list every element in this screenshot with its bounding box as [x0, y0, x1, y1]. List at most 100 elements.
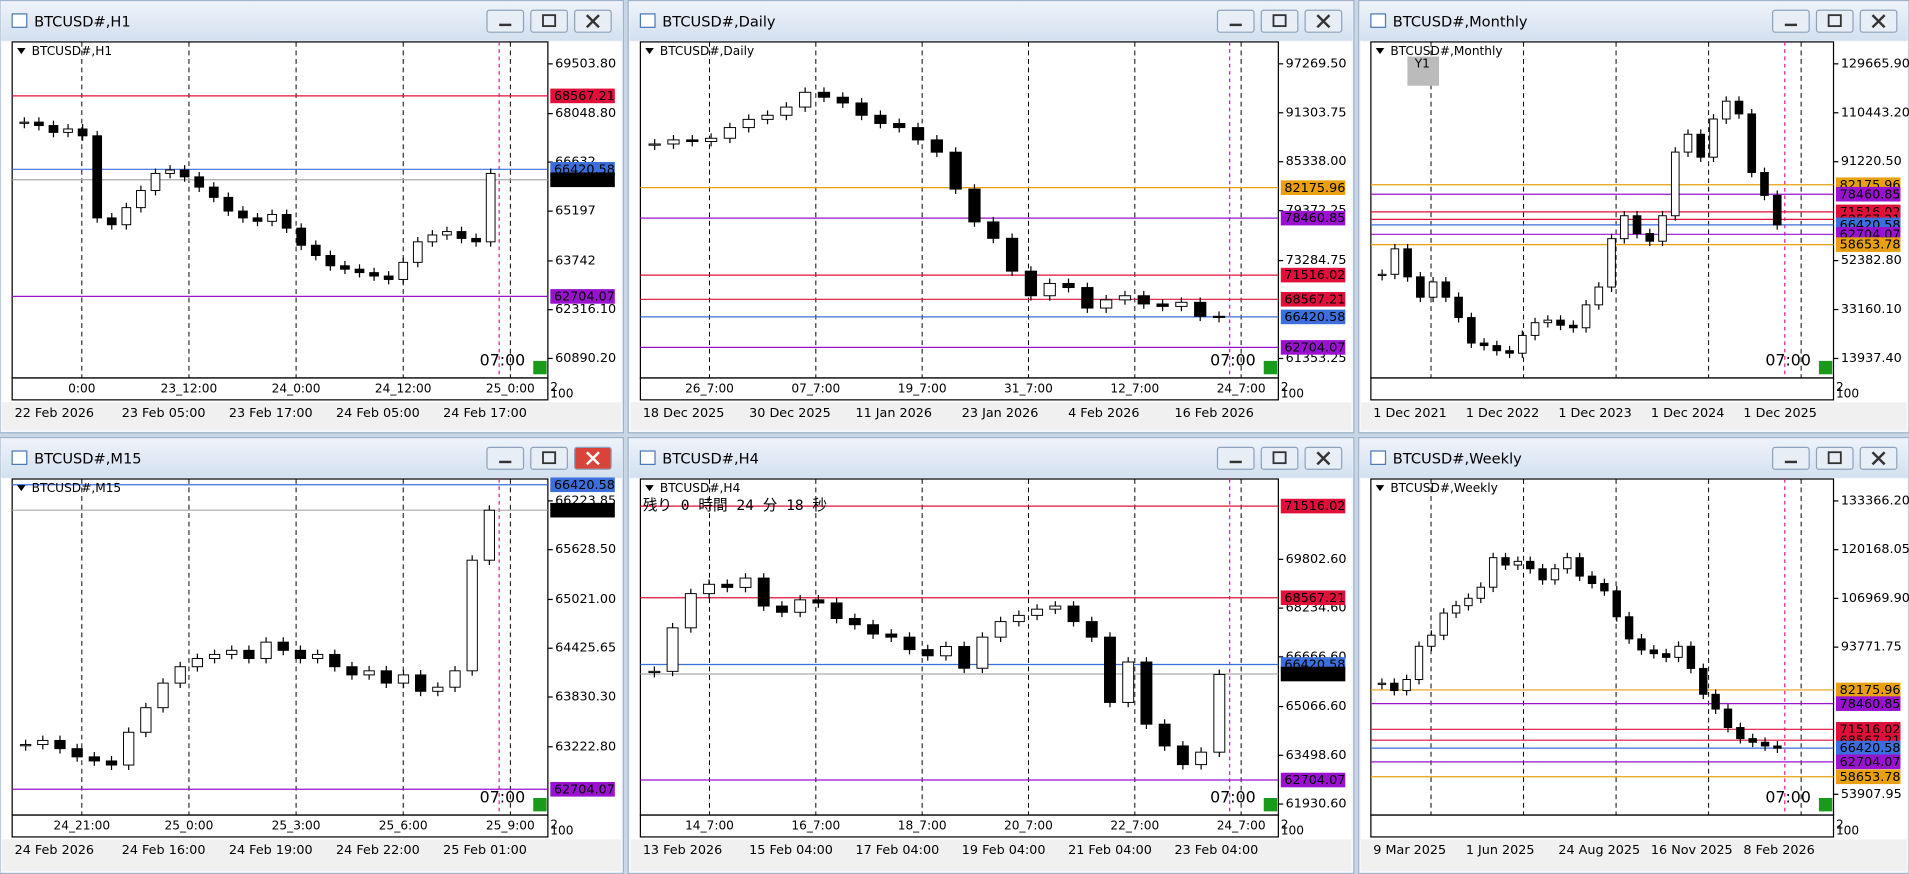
level-tag: [1280, 180, 1346, 195]
price-tick-label: 65021.00: [555, 592, 616, 607]
level-tag: [1835, 740, 1901, 756]
indicator-scale: 100: [1836, 386, 1859, 400]
price-tick-label: 69802.60: [1286, 552, 1347, 567]
minimize-button[interactable]: [1772, 446, 1810, 470]
candle: [1709, 118, 1718, 158]
candle: [794, 599, 807, 613]
minimize-button[interactable]: [1216, 446, 1255, 470]
candle: [761, 114, 774, 120]
date-row: [1361, 402, 1907, 431]
maximize-button[interactable]: [1815, 9, 1854, 33]
price-tick-label: 33160.10: [1841, 302, 1902, 317]
candle: [363, 670, 375, 676]
candle: [1760, 171, 1769, 196]
candle: [757, 577, 770, 607]
time-label: 07_7:00: [791, 381, 840, 395]
candle: [1104, 636, 1116, 703]
candle: [140, 707, 152, 733]
candle: [1067, 605, 1080, 623]
maximize-button[interactable]: [1260, 446, 1299, 470]
candle: [223, 196, 234, 212]
level-label: 66420.58: [554, 478, 615, 493]
candle: [1556, 319, 1565, 326]
time-label: 18_7:00: [898, 818, 947, 832]
candle: [1031, 608, 1044, 616]
candle: [1081, 287, 1094, 309]
button-glyph: [1316, 14, 1331, 29]
window-title: BTCUSD#,H4: [662, 451, 759, 468]
level-label: 62704.07: [554, 290, 615, 305]
chart-area: [2, 41, 621, 431]
price-tick-label: 60890.20: [555, 351, 616, 366]
candle: [123, 731, 135, 766]
level-tag: [550, 289, 615, 304]
candle: [1526, 560, 1535, 570]
candle: [311, 653, 324, 660]
minimize-button[interactable]: [1216, 9, 1255, 33]
date-label: 4 Feb 2026: [1068, 406, 1139, 421]
candle: [893, 122, 906, 129]
candle: [1723, 708, 1733, 728]
candle: [77, 128, 88, 137]
time-label: 24_0:00: [272, 381, 321, 395]
candle: [667, 139, 680, 145]
candle: [1530, 322, 1540, 336]
chart-window: BTCUSD#,H169503.8068048.8066632651976374…: [0, 0, 624, 434]
date-row: [2, 839, 621, 872]
candle: [1024, 270, 1038, 297]
maximize-button[interactable]: [1260, 9, 1299, 33]
candle: [1747, 113, 1757, 173]
symbol-label: BTCUSD#,Weekly: [1390, 481, 1497, 495]
price-tick-label: 68048.80: [555, 106, 616, 121]
minimize-button[interactable]: [486, 446, 525, 470]
status-box: [1263, 797, 1278, 812]
candle: [1637, 638, 1646, 651]
price-tick-label: 91303.75: [1286, 105, 1347, 120]
price-tick-label: 93771.75: [1841, 640, 1902, 655]
candle: [194, 176, 205, 188]
symbol-arrow: [645, 485, 654, 492]
candle: [1619, 215, 1629, 240]
candle: [1194, 301, 1207, 317]
candle: [1581, 304, 1591, 329]
minimize-button[interactable]: [486, 9, 525, 33]
symbol-label: BTCUSD#,Daily: [660, 44, 754, 58]
minimize-button[interactable]: [1772, 9, 1810, 33]
level-label: 68567.21: [554, 89, 615, 104]
date-label: 16 Feb 2026: [1174, 406, 1253, 421]
candle: [836, 96, 849, 104]
candle: [958, 645, 971, 669]
candle: [1658, 215, 1667, 242]
candle: [817, 91, 831, 98]
status-box: [1263, 360, 1278, 375]
price-tick-label: 63830.30: [555, 690, 616, 705]
indicator-scale: 100: [1836, 823, 1859, 837]
price-tick-label: 129665.90: [1841, 56, 1909, 71]
level-tag: [1280, 340, 1346, 355]
symbol-arrow: [1375, 485, 1385, 492]
candle: [742, 118, 755, 129]
date-label: 23 Feb 04:00: [1174, 843, 1258, 858]
candle: [686, 139, 699, 143]
countdown: 残り 0 時間 24 分 18 秒: [643, 497, 827, 514]
candle: [37, 739, 49, 746]
indicator-strip: [639, 814, 1279, 838]
level-tag: [1280, 666, 1346, 682]
maximize-button[interactable]: [530, 446, 568, 470]
indicator-strip: [1370, 377, 1835, 401]
maximize-button[interactable]: [530, 9, 568, 33]
candle: [1773, 745, 1782, 749]
candle: [1428, 281, 1438, 298]
date-label: 24 Feb 2026: [15, 843, 94, 858]
candle: [1600, 583, 1609, 592]
candle: [1674, 645, 1683, 658]
candle: [243, 649, 255, 660]
indicator-scale: 100: [550, 823, 573, 837]
candle: [1550, 568, 1560, 581]
candle: [921, 649, 934, 657]
button-glyph: [585, 14, 600, 29]
candle: [1736, 727, 1745, 740]
candle: [34, 121, 44, 127]
maximize-button[interactable]: [1815, 446, 1854, 470]
price-tick-label: 85338.00: [1286, 154, 1347, 169]
